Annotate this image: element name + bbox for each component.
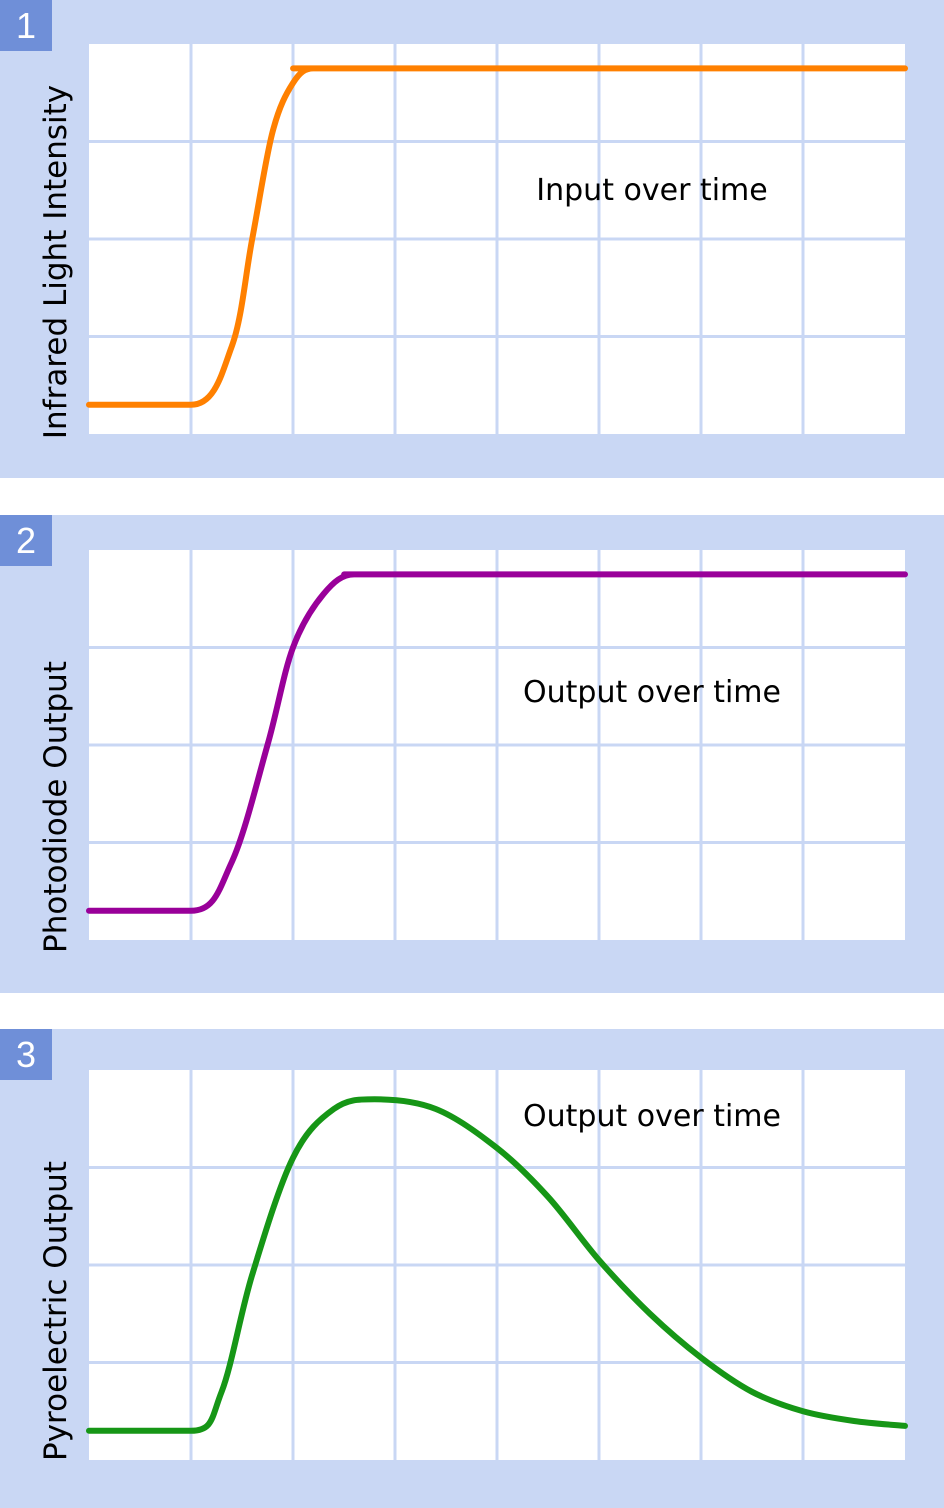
chart-panel-2: Output over time Photodiode Output 2	[0, 515, 944, 993]
panel-number-badge: 2	[0, 515, 52, 566]
panel-number-badge: 3	[0, 1029, 52, 1080]
series-line	[86, 65, 908, 408]
chart-panel-1: Input over time Infrared Light Intensity …	[0, 0, 944, 478]
chart-annotation: Input over time	[536, 173, 767, 208]
line-chart: Output over time Pyroelectric Output	[38, 1070, 908, 1461]
series-line	[86, 571, 908, 914]
y-axis-label: Pyroelectric Output	[38, 1161, 74, 1461]
y-axis-label: Infrared Light Intensity	[38, 85, 74, 439]
series-line	[86, 1096, 908, 1434]
line-chart: Output over time Photodiode Output	[38, 550, 908, 953]
chart-annotation: Output over time	[523, 675, 781, 710]
chart-annotation: Output over time	[523, 1099, 781, 1134]
panel-number-badge: 1	[0, 0, 52, 51]
y-axis-label: Photodiode Output	[38, 661, 74, 953]
line-chart: Input over time Infrared Light Intensity	[38, 44, 908, 439]
chart-panel-3: Output over time Pyroelectric Output 3	[0, 1029, 944, 1508]
